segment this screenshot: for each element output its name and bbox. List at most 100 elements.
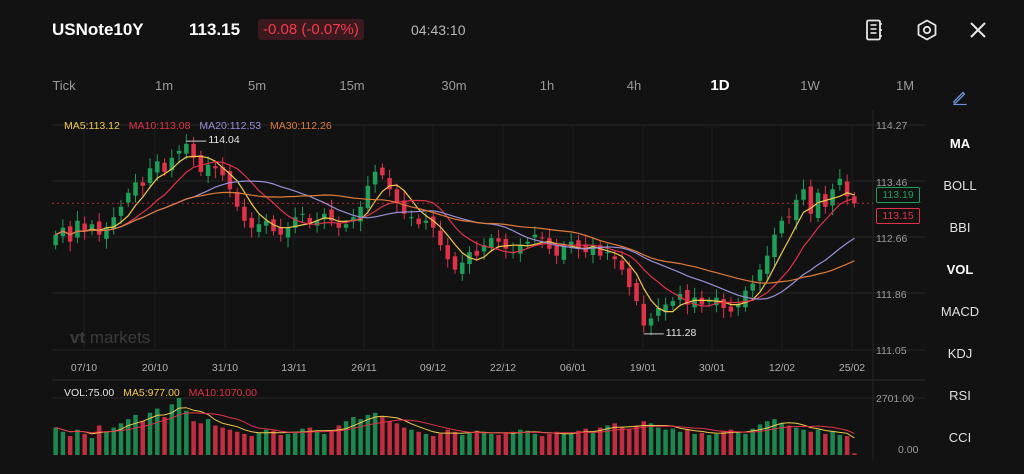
candle-body bbox=[685, 289, 690, 305]
tab-15m[interactable]: 15m bbox=[339, 78, 365, 93]
candle-body bbox=[401, 200, 407, 214]
indicator-macd[interactable]: MACD bbox=[940, 304, 980, 319]
date-axis-label: 31/10 bbox=[211, 362, 239, 374]
volume-bar bbox=[728, 429, 734, 455]
candle-body bbox=[365, 185, 371, 209]
volume-bar bbox=[460, 434, 465, 455]
candle-body bbox=[844, 181, 850, 197]
extreme-markers-layer bbox=[186, 140, 664, 335]
candle-body bbox=[249, 217, 254, 228]
indicator-vol[interactable]: VOL bbox=[946, 262, 974, 277]
ma5-value: MA5:113.12 bbox=[64, 120, 120, 132]
volume-bar bbox=[256, 432, 262, 455]
candle-body bbox=[300, 213, 305, 215]
candle-body bbox=[409, 217, 414, 219]
tab-1d[interactable]: 1D bbox=[710, 77, 730, 94]
candle-body bbox=[772, 234, 777, 258]
volume-bar bbox=[249, 436, 254, 455]
indicator-bbi[interactable]: BBI bbox=[949, 220, 971, 235]
volume-bar bbox=[496, 434, 501, 455]
candle-body bbox=[416, 218, 421, 225]
volume-bar bbox=[750, 428, 755, 455]
volume-bar bbox=[779, 423, 785, 455]
tab-1w[interactable]: 1W bbox=[800, 78, 820, 93]
candle-body bbox=[474, 250, 480, 256]
volume-bar bbox=[801, 429, 806, 455]
volume-bar bbox=[677, 431, 683, 455]
volume-bar bbox=[576, 430, 581, 455]
volume-axis-label: 2701.00 bbox=[876, 393, 914, 405]
volume-bar bbox=[815, 429, 821, 455]
indicator-kdj[interactable]: KDJ bbox=[947, 346, 973, 361]
pencil-icon[interactable] bbox=[951, 88, 969, 106]
ma-price-tag: 113.19 bbox=[876, 187, 920, 203]
candle-body bbox=[191, 143, 196, 158]
candle-body bbox=[307, 217, 313, 225]
candle-body bbox=[104, 227, 109, 239]
settings-hex-icon[interactable] bbox=[915, 18, 939, 42]
date-axis-label: 26/11 bbox=[351, 362, 377, 374]
volume-bar bbox=[743, 433, 748, 455]
last-price-tag: 113.15 bbox=[876, 208, 920, 224]
candle-body bbox=[256, 224, 262, 232]
tab-1h[interactable]: 1h bbox=[539, 78, 555, 93]
candle-body bbox=[372, 171, 378, 185]
volume-bar bbox=[808, 431, 814, 455]
date-axis-label: 30/01 bbox=[698, 362, 726, 374]
candlestick-chart[interactable] bbox=[0, 110, 930, 460]
date-axis-label: 06/01 bbox=[559, 362, 587, 374]
tab-tick[interactable]: Tick bbox=[52, 78, 76, 93]
indicator-ma[interactable]: MA bbox=[949, 136, 971, 151]
candle-body bbox=[445, 245, 450, 260]
candle-body bbox=[801, 189, 806, 200]
candle-body bbox=[423, 220, 429, 223]
chart-grid bbox=[52, 110, 925, 460]
candle-body bbox=[89, 224, 95, 232]
price-change-badge: -0.08 (-0.07%) bbox=[258, 19, 364, 40]
volume-bar bbox=[474, 430, 480, 455]
candle-body bbox=[808, 186, 814, 214]
volume-bar bbox=[351, 417, 356, 455]
candle-body bbox=[140, 182, 146, 186]
volume-bar bbox=[503, 432, 509, 455]
volume-bar bbox=[125, 419, 131, 455]
vol-ma10-value: MA10:1070.00 bbox=[188, 387, 257, 399]
date-axis-label: 09/12 bbox=[419, 362, 447, 374]
symbol-title[interactable]: USNote10Y bbox=[52, 20, 144, 39]
candle-body bbox=[489, 238, 494, 248]
candle-body bbox=[518, 245, 523, 254]
candle-body bbox=[234, 192, 240, 207]
price-axis-label: 113.46 bbox=[876, 177, 908, 189]
volume-bar bbox=[96, 425, 102, 455]
volume-bar bbox=[322, 433, 327, 455]
tab-5m[interactable]: 5m bbox=[247, 78, 267, 93]
volume-bar bbox=[191, 421, 196, 455]
volume-bar bbox=[111, 427, 116, 455]
indicator-boll[interactable]: BOLL bbox=[943, 178, 977, 193]
candle-body bbox=[351, 217, 356, 222]
volume-bar bbox=[423, 433, 429, 455]
indicator-cci[interactable]: CCI bbox=[948, 430, 972, 445]
volume-bar bbox=[263, 429, 269, 455]
candle-body bbox=[721, 298, 726, 309]
watermark-brand: vt bbox=[70, 328, 86, 347]
candle-body bbox=[554, 245, 559, 256]
tab-30m[interactable]: 30m bbox=[441, 78, 467, 93]
volume-bar bbox=[343, 421, 349, 455]
volume-bar bbox=[147, 412, 153, 455]
volume-bar bbox=[547, 433, 552, 455]
candle-body bbox=[227, 171, 233, 190]
tab-4h[interactable]: 4h bbox=[626, 78, 642, 93]
volume-bar bbox=[525, 430, 530, 455]
volume-bar bbox=[714, 433, 719, 455]
candle-body bbox=[111, 217, 116, 230]
volume-bar bbox=[830, 431, 835, 455]
indicator-rsi[interactable]: RSI bbox=[949, 388, 971, 403]
close-icon[interactable] bbox=[966, 18, 990, 42]
volume-bar bbox=[648, 423, 654, 455]
candle-body bbox=[387, 178, 392, 190]
tab-1m-month[interactable]: 1M bbox=[895, 78, 915, 93]
tab-1m[interactable]: 1m bbox=[154, 78, 174, 93]
notebook-icon[interactable] bbox=[862, 18, 886, 42]
ma30-value: MA30:112.26 bbox=[269, 120, 332, 132]
